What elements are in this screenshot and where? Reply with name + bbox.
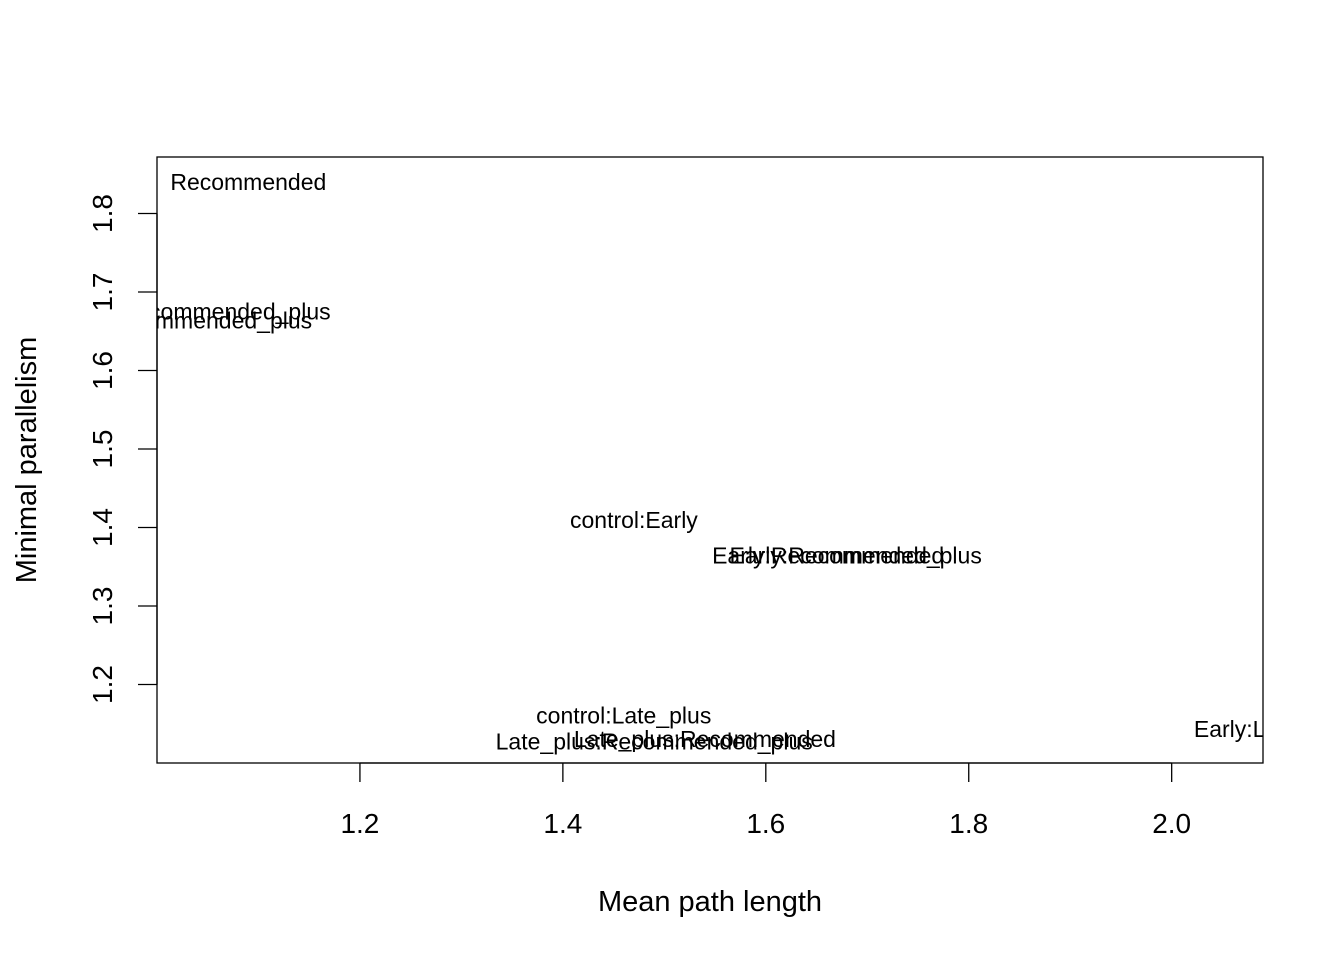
x-tick-label: 1.2 xyxy=(340,808,379,839)
y-tick-label: 1.5 xyxy=(87,430,118,469)
point-labels: Recommendedcontrol:Recommended_plusEarly… xyxy=(42,169,1344,755)
point-label: Early:Late_plus xyxy=(1194,716,1344,742)
x-tick-label: 2.0 xyxy=(1152,808,1191,839)
y-tick-label: 1.7 xyxy=(87,273,118,312)
point-label: control:Late_plus xyxy=(536,703,711,729)
point-label: Late_plus:Recommended_plus xyxy=(496,728,813,754)
point-label: Late_plus:Recommended xyxy=(574,726,836,752)
y-tick-label: 1.8 xyxy=(87,194,118,233)
y-axis-title: Minimal parallelism xyxy=(11,337,43,584)
x-tick-label: 1.8 xyxy=(949,808,988,839)
point-label: Early:Recommended_plus xyxy=(712,542,982,568)
y-tick-label: 1.4 xyxy=(87,508,118,547)
y-tick-label: 1.6 xyxy=(87,351,118,390)
x-axis-title: Mean path length xyxy=(598,886,822,918)
x-tick-label: 1.6 xyxy=(746,808,785,839)
plot-frame xyxy=(156,156,1264,764)
y-tick-label: 1.2 xyxy=(87,665,118,704)
point-label: control:Early xyxy=(570,507,698,533)
point-label: Recommended xyxy=(170,169,326,195)
point-label: control:Recommended_plus xyxy=(44,298,330,324)
x-tick-label: 1.4 xyxy=(543,808,582,839)
point-label: Early:Recommended xyxy=(729,542,944,568)
y-tick-label: 1.3 xyxy=(87,587,118,626)
point-label: Early:Recommended_plus xyxy=(42,308,312,334)
x-axis: 1.2 1.4 1.6 1.8 2.0 xyxy=(340,762,1191,839)
y-axis: 1.2 1.3 1.4 1.5 1.6 1.7 1.8 xyxy=(87,194,158,704)
